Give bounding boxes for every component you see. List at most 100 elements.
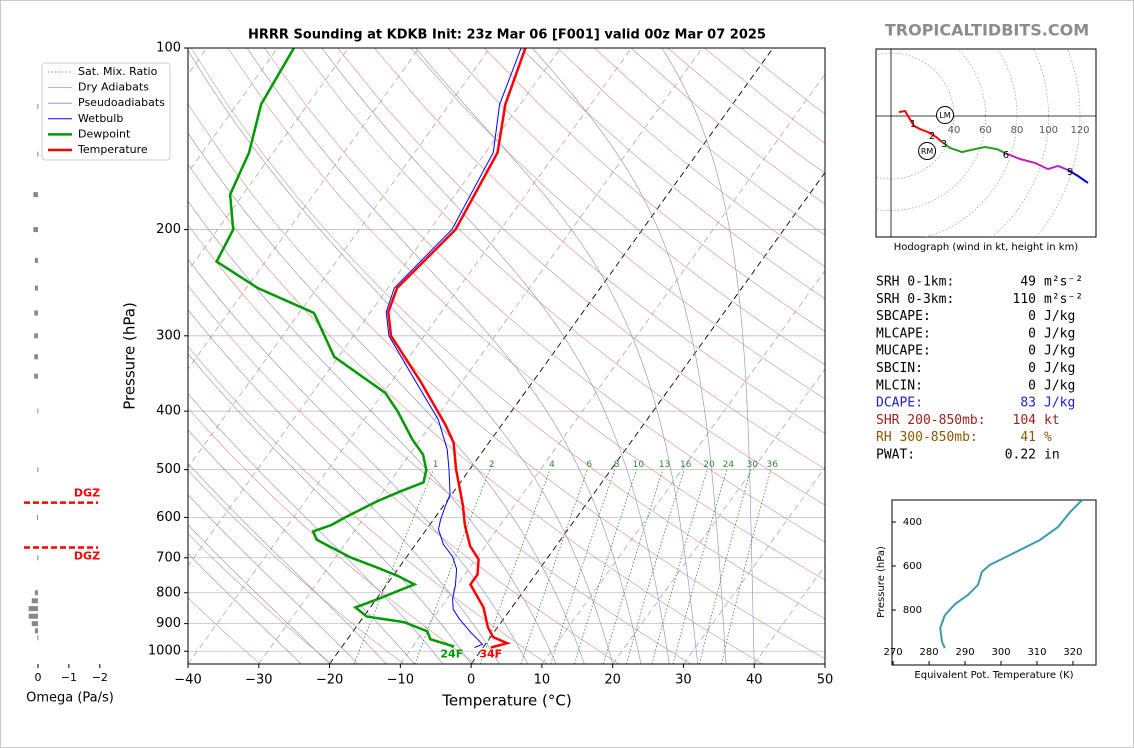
mixing-ratio-label: 1 bbox=[433, 460, 439, 470]
y-tick-label: 1000 bbox=[148, 644, 181, 659]
omega-tick-label: 0 bbox=[34, 671, 41, 684]
index-label: DCAPE: bbox=[876, 396, 923, 411]
x-tick-label: −10 bbox=[387, 673, 414, 688]
dry-adiabat bbox=[264, 48, 825, 543]
pseudoadiabat bbox=[188, 132, 585, 664]
index-label: SRH 0-1km: bbox=[876, 275, 954, 290]
omega-bar bbox=[33, 192, 38, 198]
index-unit: m²s⁻² bbox=[1044, 275, 1083, 290]
storm-motion bbox=[936, 106, 955, 125]
sounding-line bbox=[385, 48, 522, 648]
theta-plot bbox=[939, 500, 1083, 649]
theta-x-tick-label: 300 bbox=[991, 647, 1010, 658]
index-value: 104 bbox=[1013, 413, 1037, 428]
mixing-ratio-line bbox=[550, 469, 616, 664]
legend-box bbox=[41, 62, 171, 161]
x-tick-label: −30 bbox=[245, 673, 272, 688]
storm-motion-label: LM bbox=[939, 111, 950, 120]
hodograph-plot: 40 60 80 100 120 1 23 6 9 LM RM bbox=[876, 49, 1096, 237]
index-unit: in bbox=[1044, 448, 1060, 463]
dry-adiabat bbox=[188, 533, 333, 664]
omega-bar bbox=[34, 354, 38, 360]
omega-bar bbox=[31, 598, 38, 604]
pseudoadiabat bbox=[188, 49, 613, 664]
index-unit: J/kg bbox=[1044, 378, 1075, 393]
mixing-ratio-label: 8 bbox=[614, 460, 620, 470]
omega-bar bbox=[34, 628, 38, 634]
dry-adiabat bbox=[447, 48, 825, 366]
y-tick-label: 900 bbox=[156, 616, 181, 631]
x-tick-label: 30 bbox=[675, 673, 692, 688]
index-label: SBCIN: bbox=[876, 361, 923, 376]
y-tick-label: 100 bbox=[156, 41, 181, 56]
index-label: SBCAPE: bbox=[876, 309, 931, 324]
mixing-ratio-label: 16 bbox=[680, 460, 692, 470]
x-axis-label: Temperature (°C) bbox=[441, 692, 571, 710]
skewt-plot: 1 2 4 6 8 10 13 16 20 24 30 36 bbox=[188, 48, 825, 664]
index-label: MLCIN: bbox=[876, 378, 923, 393]
index-value: 41 bbox=[1020, 430, 1036, 445]
pseudoadiabat bbox=[188, 200, 557, 664]
index-value: 0 bbox=[1028, 344, 1036, 359]
hodograph-line bbox=[1067, 169, 1089, 184]
height-label: 2 bbox=[929, 131, 935, 142]
dry-adiabat bbox=[300, 48, 825, 506]
plot-frame bbox=[187, 47, 826, 665]
index-unit: J/kg bbox=[1044, 344, 1075, 359]
pseudoadiabat bbox=[321, 48, 670, 664]
theta-y-label: Pressure (hPa) bbox=[876, 546, 887, 618]
sounding-line bbox=[387, 48, 527, 649]
mixing-ratio-label: 30 bbox=[747, 460, 759, 470]
mixing-ratio-line bbox=[479, 469, 551, 664]
omega-bar bbox=[37, 514, 39, 520]
hodograph-line bbox=[898, 109, 943, 143]
index-value: 0 bbox=[1028, 361, 1036, 376]
omega-tick-label: −1 bbox=[61, 671, 77, 684]
dry-adiabat bbox=[188, 407, 476, 664]
legend-label: Dewpoint bbox=[78, 127, 131, 140]
index-value: 0 bbox=[1028, 378, 1036, 393]
index-value: 0.22 bbox=[1005, 448, 1036, 463]
dry-adiabat bbox=[188, 285, 620, 664]
x-tick-label: 50 bbox=[817, 673, 834, 688]
isotherm bbox=[188, 48, 349, 272]
legend-label: Pseudoadiabats bbox=[78, 96, 165, 109]
index-label: PWAT: bbox=[876, 448, 915, 463]
mixing-ratio-label: 4 bbox=[549, 460, 555, 470]
index-value: 110 bbox=[1013, 292, 1036, 307]
omega-bar bbox=[34, 285, 38, 291]
surface-label: 34F bbox=[479, 648, 502, 661]
x-tick-label: 10 bbox=[534, 673, 551, 688]
pseudoadiabat bbox=[188, 429, 415, 664]
storm-motion-label: RM bbox=[921, 147, 934, 156]
site-header: TROPICALTIDBITS.COM bbox=[885, 21, 1089, 40]
index-label: SHR 200-850mb: bbox=[876, 413, 986, 428]
x-tick-label: 0 bbox=[467, 673, 475, 688]
dgz-label: DGZ bbox=[74, 549, 100, 562]
omega-axis-label: Omega (Pa/s) bbox=[26, 691, 114, 706]
isotherm bbox=[400, 73, 825, 664]
pseudoadiabat bbox=[415, 48, 698, 664]
omega-bar bbox=[28, 606, 38, 612]
isotherm bbox=[329, 48, 774, 664]
hodograph-ring-label: 120 bbox=[1070, 125, 1089, 136]
legend-label: Temperature bbox=[77, 143, 148, 156]
height-label: 3 bbox=[941, 139, 947, 150]
chart-title: HRRR Sounding at KDKB Init: 23z Mar 06 [… bbox=[248, 28, 766, 43]
theta-x-tick-label: 290 bbox=[955, 647, 974, 658]
index-unit: J/kg bbox=[1044, 309, 1075, 324]
isotherm bbox=[258, 48, 703, 664]
dry-adiabat bbox=[484, 48, 825, 332]
y-axis-label: Pressure (hPa) bbox=[121, 302, 139, 410]
dry-adiabat bbox=[520, 48, 825, 300]
y-tick-label: 800 bbox=[156, 585, 181, 600]
mixing-ratio-label: 36 bbox=[767, 460, 779, 470]
omega-bar bbox=[34, 333, 38, 339]
pseudoadiabat bbox=[188, 494, 359, 664]
pseudoadiabat bbox=[188, 309, 500, 664]
omega-bar bbox=[34, 590, 38, 596]
omega-bar bbox=[34, 373, 38, 379]
theta-x-tick-label: 310 bbox=[1027, 647, 1046, 658]
